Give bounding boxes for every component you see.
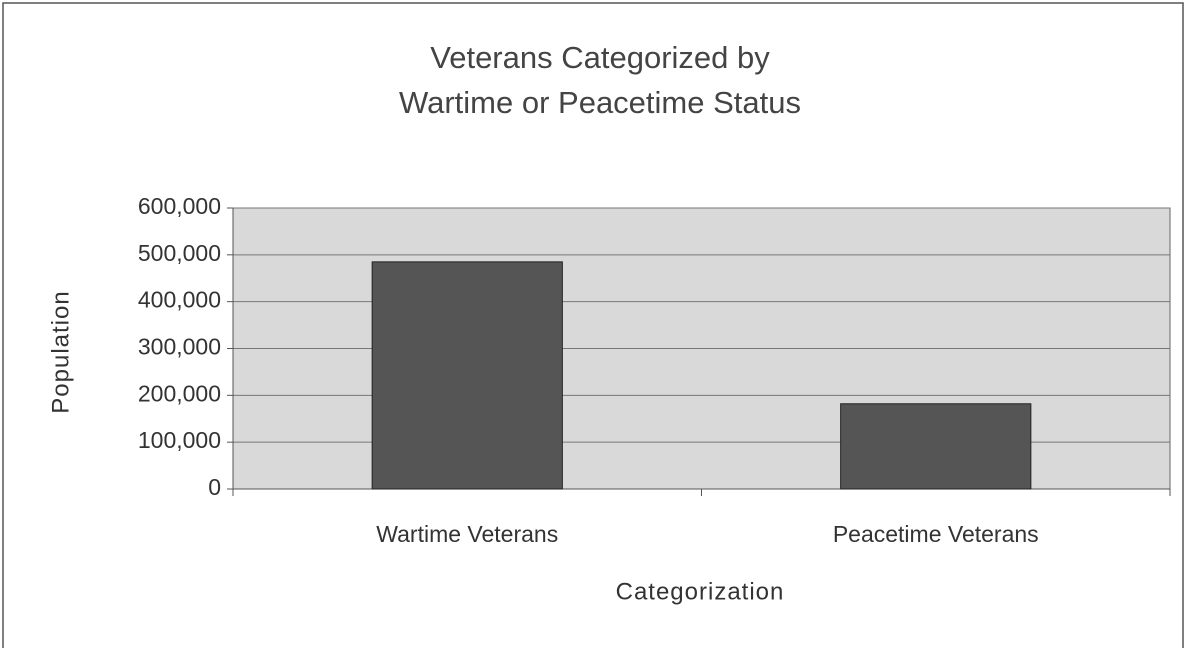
y-tick-label: 0 — [208, 474, 221, 500]
y-axis-title: Population — [47, 290, 74, 413]
y-tick-label: 500,000 — [138, 240, 221, 266]
y-tick-label: 200,000 — [138, 380, 221, 406]
bar — [840, 403, 1032, 490]
y-tick-label: 600,000 — [138, 193, 221, 219]
y-tick-label: 100,000 — [138, 427, 221, 453]
y-tick-label: 300,000 — [138, 334, 221, 360]
x-tick-label: Peacetime Veterans — [833, 521, 1039, 547]
y-tick-label: 400,000 — [138, 287, 221, 313]
chart-title: Wartime or Peacetime Status — [399, 85, 801, 120]
bar — [371, 261, 563, 490]
x-axis-title: Categorization — [616, 578, 785, 605]
x-tick-label: Wartime Veterans — [376, 521, 558, 547]
chart-title: Veterans Categorized by — [430, 40, 770, 75]
